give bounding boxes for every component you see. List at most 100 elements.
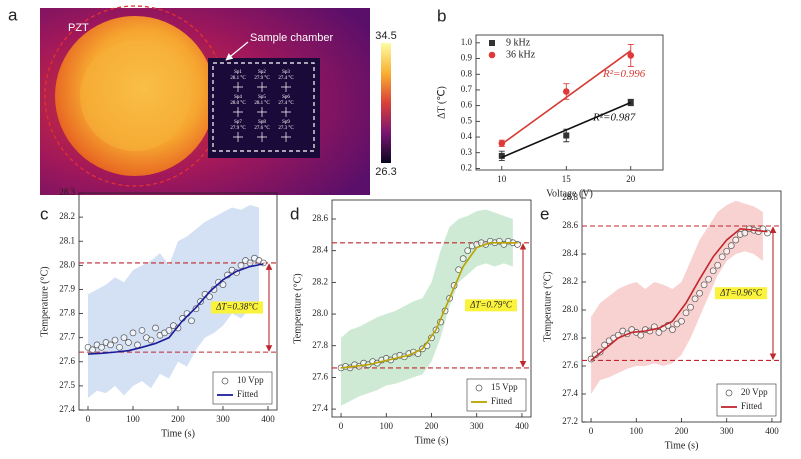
- spot-temp: 27.9 °C: [230, 126, 246, 131]
- point: [732, 236, 740, 244]
- y-tick-label: 1.0: [461, 37, 473, 47]
- legend-box: [212, 371, 273, 405]
- point: [107, 341, 114, 349]
- thermal-image: a PZT Sample chamber: [8, 5, 391, 195]
- y-tick-label: 27.4: [59, 404, 75, 414]
- point: [134, 341, 141, 349]
- colorbar: [381, 43, 391, 163]
- spot-cross: [233, 82, 243, 92]
- fit-line: [87, 263, 264, 355]
- y-tick-label: 28.2: [59, 211, 75, 221]
- y-tick-label: 0.9: [461, 53, 473, 63]
- point: [727, 242, 735, 249]
- point: [687, 303, 694, 311]
- spot-name: Sp7: [234, 120, 242, 125]
- annotation: PZT: [68, 22, 89, 34]
- y-tick-label: 0.2: [461, 162, 472, 172]
- x-tick-label: 100: [380, 421, 394, 431]
- legend-label: Fitted: [741, 401, 763, 411]
- x-tick-label: 300: [470, 421, 484, 431]
- point: [669, 326, 676, 333]
- spot-cross: [233, 107, 243, 117]
- y-tick-label: 27.2: [562, 416, 578, 426]
- spot-cross: [257, 132, 267, 142]
- legend-marker: [488, 51, 496, 59]
- spot-temp: 27.4 °C: [278, 76, 294, 81]
- delta-label: ΔT=0.79°C: [469, 299, 513, 309]
- point: [655, 329, 663, 336]
- y-tick-label: 28.4: [562, 248, 578, 258]
- x-tick-label: 200: [675, 426, 689, 436]
- y-tick-label: 28.6: [562, 220, 578, 230]
- point: [98, 343, 105, 351]
- legend-label: 9 kHz: [506, 37, 531, 48]
- y-tick-label: 27.9: [59, 284, 75, 294]
- annotation: R²=0.987: [592, 112, 636, 124]
- y-tick-label: 28.0: [562, 304, 578, 314]
- point: [700, 281, 708, 289]
- point: [705, 275, 712, 283]
- spot-cross: [281, 82, 291, 92]
- y-tick-label: 0.3: [461, 147, 473, 157]
- colorbar-label: 34.5: [375, 30, 396, 42]
- annotation: Sample chamber: [250, 32, 333, 44]
- point: [219, 281, 227, 288]
- spot-name: Sp5: [258, 95, 266, 100]
- spot-cross: [281, 132, 291, 142]
- point: [138, 327, 146, 334]
- panel-label: d: [290, 204, 299, 223]
- panel-label: c: [40, 204, 49, 223]
- point: [152, 324, 159, 332]
- y-tick-label: 27.8: [59, 308, 75, 318]
- point: [111, 336, 119, 344]
- legend-label: Fitted: [491, 396, 513, 406]
- x-tick-label: 200: [425, 421, 439, 431]
- x-tick-label: 300: [216, 414, 230, 424]
- y-axis-label: Temperature (°C): [292, 273, 303, 343]
- spot-name: Sp4: [234, 95, 242, 100]
- y-tick-label: 0.8: [461, 68, 473, 78]
- delta-highlight: [715, 287, 767, 300]
- spot-cross: [233, 132, 243, 142]
- point: [718, 253, 726, 261]
- y-tick-label: 28.8: [562, 192, 578, 202]
- point: [246, 259, 254, 267]
- pzt-center: [80, 41, 190, 151]
- legend-label: 20 Vpp: [741, 387, 768, 397]
- spot-cross: [257, 82, 267, 92]
- point: [125, 339, 132, 346]
- spot-temp: 28.0 °C: [230, 101, 246, 106]
- point: [188, 317, 195, 325]
- legend-marker: [489, 40, 495, 46]
- y-tick-label: 27.4: [562, 388, 578, 398]
- point: [120, 334, 128, 342]
- x-tick-label: 10: [497, 174, 507, 184]
- point: [587, 355, 595, 363]
- x-axis-label: Time (s): [161, 428, 195, 439]
- x-tick-label: 15: [562, 174, 572, 184]
- y-tick-label: 0.7: [461, 84, 473, 94]
- y-tick-label: 0.4: [461, 131, 473, 141]
- x-tick-label: 400: [765, 426, 779, 436]
- legend-box: [716, 383, 777, 417]
- point: [165, 327, 173, 334]
- plot-frame: [475, 34, 664, 171]
- arrow: [225, 41, 249, 61]
- legend-label: 15 Vpp: [491, 382, 518, 392]
- x-tick-label: 20: [626, 174, 636, 184]
- annotation: R²=0.996: [602, 68, 646, 80]
- y-tick-label: 27.6: [59, 356, 75, 366]
- y-axis-label: Temperature (°C): [542, 271, 553, 341]
- y-tick-label: 27.8: [312, 340, 328, 350]
- y-axis-label: ΔT (℃): [436, 86, 447, 119]
- delta-highlight: [465, 299, 517, 312]
- chamber-outline: [212, 62, 315, 152]
- spot-name: Sp9: [282, 120, 290, 125]
- y-tick-label: 28.6: [312, 213, 328, 223]
- legend-marker: [475, 384, 483, 392]
- y-tick-label: 27.5: [59, 380, 75, 390]
- point: [116, 343, 123, 351]
- legend-marker: [725, 389, 733, 397]
- y-tick-label: 28.1: [59, 235, 75, 245]
